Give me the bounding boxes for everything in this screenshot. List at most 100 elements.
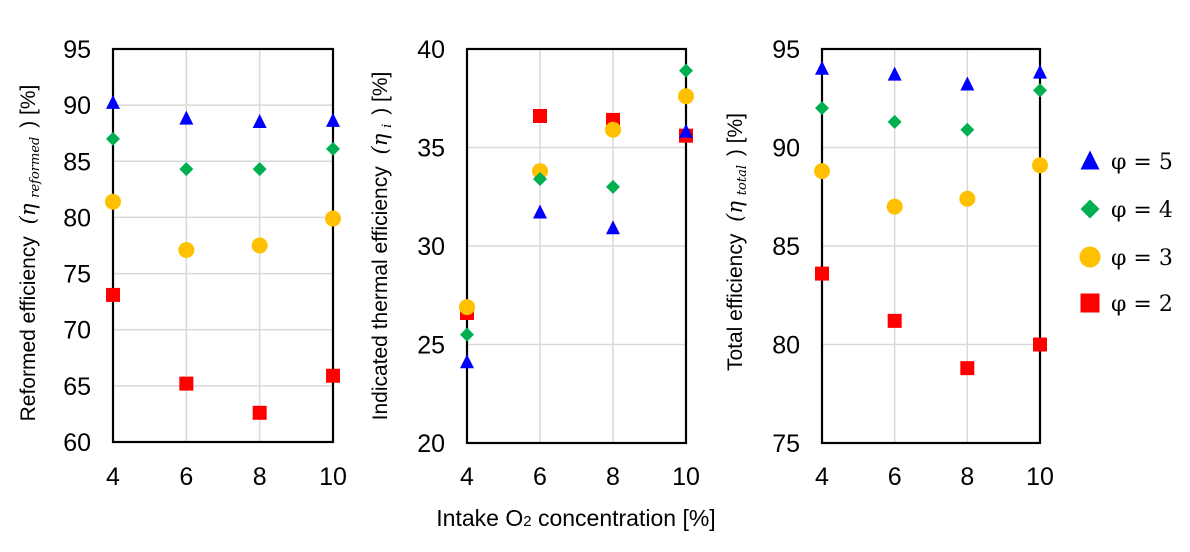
data-point-circle xyxy=(959,190,976,207)
data-point-triangle xyxy=(252,113,267,128)
data-point-diamond xyxy=(679,63,693,78)
plot-frame xyxy=(820,47,1042,445)
data-point-diamond xyxy=(179,162,194,177)
y-tick-label: 85 xyxy=(772,233,800,261)
x-tick-labels: 4 6 8 10 xyxy=(460,463,700,491)
data-point-triangle xyxy=(106,94,120,109)
data-point-triangle xyxy=(815,60,829,75)
y-axis-label-unit: ) [%] xyxy=(17,85,40,128)
x-tick-label: 4 xyxy=(460,463,474,491)
y-tick-labels: 75 80 85 90 95 xyxy=(772,36,800,458)
legend-label: φ = 3 xyxy=(1111,246,1173,271)
data-point-circle xyxy=(105,193,121,210)
x-tick-label: 8 xyxy=(606,463,620,491)
y-tick-label: 85 xyxy=(63,148,91,176)
data-point-circle xyxy=(678,88,694,105)
y-axis-label-subscript: total xyxy=(735,165,750,195)
y-tick-label: 20 xyxy=(417,430,445,458)
data-point-circle xyxy=(1032,157,1048,174)
y-tick-label: 95 xyxy=(63,36,91,64)
y-tick-label: 30 xyxy=(417,233,445,261)
y-tick-label: 90 xyxy=(772,135,800,163)
data-point-triangle xyxy=(679,123,693,138)
x-tick-label: 4 xyxy=(106,463,120,491)
y-tick-label: 65 xyxy=(63,373,91,401)
x-tick-label: 4 xyxy=(815,463,829,491)
y-tick-label: 25 xyxy=(417,332,445,360)
legend-item: φ = 3 xyxy=(1079,246,1173,271)
data-point-circle xyxy=(605,121,621,138)
data-point-square xyxy=(326,368,340,383)
x-tick-label: 6 xyxy=(888,463,902,491)
y-tick-label: 90 xyxy=(63,92,91,120)
panel-indicated-thermal-efficiency: 20 25 30 35 40 4 6 8 10 Indicated thermal effic… xyxy=(368,36,700,491)
y-axis-label-text: Total efficiency xyxy=(724,233,747,371)
legend-label: φ = 4 xyxy=(1111,198,1173,223)
y-tick-labels: 60 65 70 75 80 85 90 95 xyxy=(63,36,91,457)
legend-marker-diamond xyxy=(1080,199,1100,219)
y-axis-label-text: Indicated thermal efficiency xyxy=(369,166,392,421)
data-point-circle xyxy=(178,241,195,258)
data-point-triangle xyxy=(533,204,547,219)
data-point-square xyxy=(815,266,829,281)
data-point-square xyxy=(960,361,975,376)
data-point-diamond xyxy=(326,141,340,156)
y-axis-label: Reformed efficiency (η reformed ) [%] xyxy=(16,85,44,422)
gridlines xyxy=(113,49,333,442)
x-axis-label: Intake O2 concentration [%] xyxy=(436,505,715,531)
plot-frame xyxy=(111,47,335,444)
data-point-triangle xyxy=(960,76,975,91)
y-tick-label: 80 xyxy=(772,332,800,360)
gridlines xyxy=(467,49,686,443)
y-axis-label-subscript: i xyxy=(380,124,395,128)
x-tick-label: 10 xyxy=(319,463,347,491)
data-point-square xyxy=(252,405,267,420)
y-tick-label: 75 xyxy=(772,430,800,458)
legend-marker-triangle xyxy=(1080,150,1100,170)
data-point-diamond xyxy=(1033,83,1047,98)
gridlines xyxy=(822,49,1040,443)
y-axis-label-symbol: (η xyxy=(368,133,392,154)
data-point-circle xyxy=(886,198,903,215)
y-axis-label-unit: ) [%] xyxy=(369,72,392,115)
data-point-square xyxy=(106,287,120,302)
data-point-square xyxy=(179,376,194,391)
x-tick-label: 10 xyxy=(672,463,700,491)
data-markers xyxy=(459,63,694,369)
x-tick-label: 8 xyxy=(253,463,267,491)
data-point-circle xyxy=(325,210,341,227)
y-tick-label: 95 xyxy=(772,36,800,64)
data-point-diamond xyxy=(815,101,829,116)
data-point-square xyxy=(887,313,902,328)
data-point-square xyxy=(1033,337,1047,352)
data-markers xyxy=(814,60,1048,376)
y-tick-label: 80 xyxy=(63,204,91,232)
x-tick-labels: 4 6 8 10 xyxy=(106,463,347,491)
y-tick-label: 75 xyxy=(63,261,91,289)
y-tick-labels: 20 25 30 35 40 xyxy=(417,36,445,458)
data-markers xyxy=(105,94,341,420)
data-point-triangle xyxy=(179,110,194,125)
y-tick-label: 40 xyxy=(417,36,445,64)
x-tick-labels: 4 6 8 10 xyxy=(815,463,1054,491)
data-point-square xyxy=(533,108,547,123)
panel-total-efficiency: 75 80 85 90 95 4 6 8 10 Total efficiency (η tot… xyxy=(723,36,1054,491)
y-axis-label-symbol: (η xyxy=(16,203,40,224)
x-axis-label-suffix: concentration [%] xyxy=(532,505,716,531)
y-axis-label-subscript: reformed xyxy=(28,137,43,198)
x-tick-label: 6 xyxy=(179,463,193,491)
y-axis-label-unit: ) [%] xyxy=(724,113,747,156)
data-point-diamond xyxy=(106,131,120,146)
data-point-circle xyxy=(459,299,475,316)
y-axis-label-symbol: (η xyxy=(723,201,747,222)
legend: φ = 5 φ = 4 φ = 3 φ = 2 xyxy=(1079,150,1173,317)
data-point-diamond xyxy=(960,122,975,137)
data-point-triangle xyxy=(606,220,620,235)
data-point-diamond xyxy=(887,114,902,129)
y-tick-label: 70 xyxy=(63,317,91,345)
data-point-triangle xyxy=(460,354,474,369)
data-point-diamond xyxy=(533,172,547,187)
legend-marker-circle xyxy=(1079,246,1101,268)
data-point-triangle xyxy=(887,66,902,81)
